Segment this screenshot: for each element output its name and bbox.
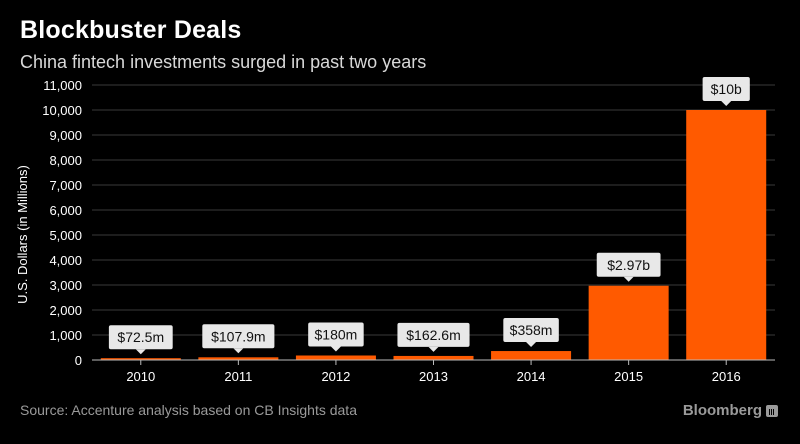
x-tick-label: 2011 bbox=[224, 369, 252, 384]
data-label-pointer bbox=[135, 349, 146, 355]
y-tick-label: 2,000 bbox=[49, 303, 82, 318]
bar bbox=[588, 285, 669, 360]
data-label: $180m bbox=[315, 327, 358, 343]
x-tick-label: 2012 bbox=[321, 369, 350, 384]
data-label: $2.97b bbox=[607, 257, 650, 273]
data-label: $107.9m bbox=[211, 328, 265, 344]
data-label: $162.6m bbox=[406, 327, 460, 343]
x-tick-label: 2015 bbox=[614, 369, 643, 384]
data-label-pointer bbox=[233, 348, 244, 354]
data-label-pointer bbox=[623, 276, 634, 282]
bar bbox=[100, 358, 181, 360]
data-label-pointer bbox=[428, 346, 439, 352]
y-tick-label: 6,000 bbox=[49, 203, 82, 218]
y-tick-label: 7,000 bbox=[49, 178, 82, 193]
x-tick-label: 2010 bbox=[126, 369, 155, 384]
y-tick-label: 1,000 bbox=[49, 328, 82, 343]
bar bbox=[491, 351, 572, 360]
y-tick-label: 8,000 bbox=[49, 153, 82, 168]
y-tick-label: 5,000 bbox=[49, 228, 82, 243]
y-tick-label: 10,000 bbox=[42, 103, 82, 118]
data-label-pointer bbox=[721, 101, 732, 106]
data-label-box bbox=[397, 322, 470, 347]
data-label-box bbox=[503, 318, 559, 343]
bar bbox=[198, 357, 279, 360]
data-label-box bbox=[108, 325, 173, 350]
y-tick-label: 0 bbox=[75, 353, 82, 368]
x-tick-label: 2013 bbox=[419, 369, 448, 384]
data-label: $72.5m bbox=[117, 329, 164, 345]
data-label-box bbox=[596, 252, 661, 277]
x-tick-label: 2016 bbox=[712, 369, 741, 384]
chart-title: Blockbuster Deals bbox=[20, 16, 242, 44]
chart-subtitle: China fintech investments surged in past… bbox=[20, 52, 427, 72]
y-tick-label: 9,000 bbox=[49, 128, 82, 143]
bar bbox=[393, 355, 474, 360]
y-tick-label: 4,000 bbox=[49, 253, 82, 268]
data-label-box bbox=[202, 324, 275, 349]
data-label: $10b bbox=[711, 81, 742, 97]
y-tick-label: 11,000 bbox=[43, 78, 82, 93]
data-label: $358m bbox=[510, 322, 553, 338]
data-label-box bbox=[702, 77, 750, 101]
data-label-pointer bbox=[330, 346, 341, 352]
data-label-box bbox=[308, 322, 364, 347]
y-axis-label: U.S. Dollars (in Millions) bbox=[15, 165, 30, 304]
data-label-pointer bbox=[526, 342, 537, 348]
brand-name: Bloomberg bbox=[682, 402, 762, 419]
source-note: Source: Accenture analysis based on CB I… bbox=[20, 402, 357, 418]
y-tick-label: 3,000 bbox=[49, 278, 82, 293]
x-tick-label: 2014 bbox=[517, 369, 546, 384]
bar-chart-icon bbox=[766, 404, 778, 417]
bar bbox=[295, 355, 376, 360]
bar bbox=[686, 110, 767, 360]
brand-logo: Bloomberg bbox=[683, 402, 778, 419]
